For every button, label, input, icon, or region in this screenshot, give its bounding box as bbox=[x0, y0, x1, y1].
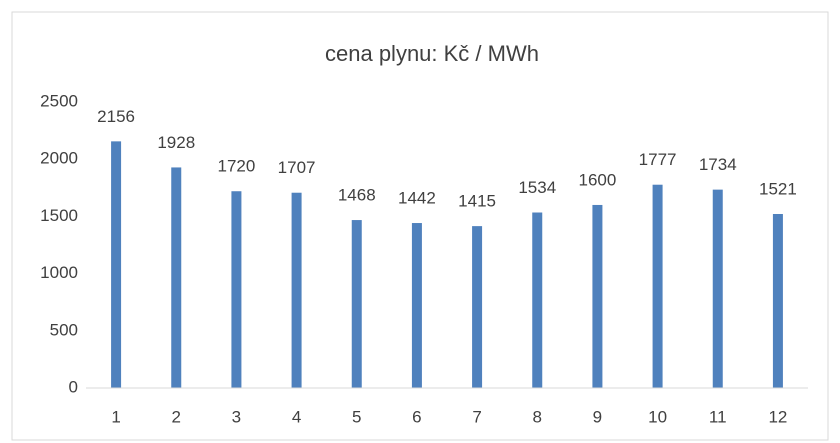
data-label: 1534 bbox=[518, 178, 556, 197]
y-tick-label: 0 bbox=[69, 377, 78, 396]
data-label: 1600 bbox=[579, 170, 617, 189]
data-label: 1707 bbox=[278, 158, 316, 177]
bar bbox=[592, 204, 603, 388]
x-tick-label: 4 bbox=[292, 407, 301, 426]
chart-title: cena plynu: Kč / MWh bbox=[325, 41, 539, 66]
bar bbox=[351, 220, 362, 388]
bar bbox=[532, 212, 543, 388]
y-tick-label: 1000 bbox=[40, 263, 78, 282]
x-tick-label: 10 bbox=[648, 407, 667, 426]
data-label: 1468 bbox=[338, 186, 376, 205]
bar bbox=[171, 167, 182, 388]
x-tick-label: 9 bbox=[593, 407, 602, 426]
data-label: 1720 bbox=[218, 157, 256, 176]
y-tick-label: 500 bbox=[50, 320, 78, 339]
data-label: 1442 bbox=[398, 189, 436, 208]
data-label: 1777 bbox=[639, 150, 677, 169]
data-label: 1415 bbox=[458, 192, 496, 211]
bar bbox=[712, 189, 723, 388]
data-label: 1734 bbox=[699, 155, 737, 174]
x-tick-label: 3 bbox=[232, 407, 241, 426]
bar bbox=[291, 192, 302, 388]
bar bbox=[231, 191, 242, 388]
x-tick-label: 5 bbox=[352, 407, 361, 426]
x-tick-label: 7 bbox=[472, 407, 481, 426]
bar bbox=[652, 184, 663, 388]
y-tick-label: 2500 bbox=[40, 91, 78, 110]
data-label: 1521 bbox=[759, 179, 797, 198]
x-tick-label: 12 bbox=[768, 407, 787, 426]
bar bbox=[472, 226, 483, 388]
x-tick-label: 11 bbox=[709, 407, 727, 426]
data-label: 1928 bbox=[157, 133, 195, 152]
bar bbox=[772, 213, 783, 388]
data-label: 2156 bbox=[97, 107, 135, 126]
y-tick-label: 2000 bbox=[40, 149, 78, 168]
y-tick-label: 1500 bbox=[40, 206, 78, 225]
x-tick-label: 6 bbox=[412, 407, 421, 426]
x-tick-label: 2 bbox=[172, 407, 181, 426]
x-tick-label: 1 bbox=[111, 407, 120, 426]
x-tick-label: 8 bbox=[533, 407, 542, 426]
bar bbox=[411, 223, 422, 388]
bar bbox=[111, 141, 122, 388]
